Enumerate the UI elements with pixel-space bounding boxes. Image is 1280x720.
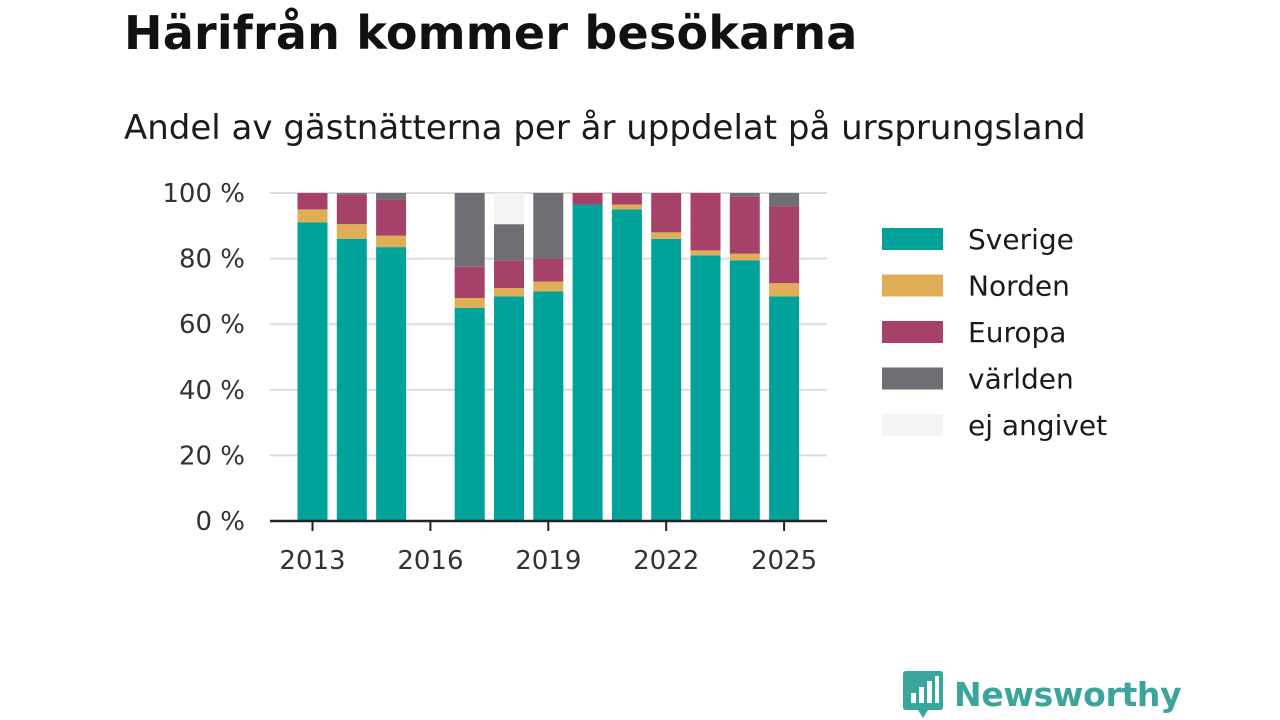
bar-segment-sverige-2024 — [729, 260, 760, 521]
bar-segment-europa-2013 — [297, 193, 328, 210]
legend-swatch — [882, 367, 943, 390]
newsworthy-logo-icon — [903, 671, 943, 718]
bar-segment-varlden-2024 — [729, 193, 760, 197]
bar-segment-norden-2015 — [376, 235, 407, 248]
bar-segment-europa-2021 — [611, 193, 642, 205]
bar-segment-norden-2013 — [297, 209, 328, 223]
y-tick-label: 60 % — [179, 310, 245, 340]
bar-segment-norden-2022 — [651, 232, 682, 239]
bar-segment-varlden-2019 — [533, 193, 564, 259]
bar-segment-norden-2025 — [769, 283, 800, 297]
legend-label: världen — [968, 363, 1074, 396]
bar-segment-varlden-2017 — [454, 193, 485, 267]
bar-segment-europa-2022 — [651, 193, 682, 233]
bar-segment-norden-2024 — [729, 253, 760, 261]
chart-subtitle: Andel av gästnätterna per år uppdelat på… — [124, 108, 1086, 148]
bar-segment-europa-2018 — [494, 260, 524, 289]
y-tick-label: 100 % — [162, 179, 245, 209]
chart-title: Härifrån kommer besökarna — [124, 6, 858, 60]
bar-segment-varlden-2014 — [336, 193, 367, 195]
bar-segment-sverige-2017 — [454, 307, 485, 521]
x-tick-label: 2019 — [515, 546, 581, 576]
legend-label: Europa — [968, 316, 1066, 349]
bar-segment-sverige-2021 — [611, 209, 642, 521]
bar-segment-sverige-2025 — [769, 296, 800, 521]
y-tick-label: 40 % — [179, 376, 245, 406]
bar-segment-europa-2020 — [572, 193, 603, 205]
x-tick-label: 2022 — [633, 546, 699, 576]
legend-label: Sverige — [968, 223, 1074, 256]
bar-segment-europa-2023 — [690, 193, 721, 251]
bar-segment-sverige-2013 — [297, 222, 328, 521]
bar-segment-norden-2017 — [454, 297, 485, 308]
brand-logo: Newsworthy — [902, 668, 1182, 720]
bar-segment-norden-2018 — [494, 288, 524, 297]
legend-swatch — [882, 228, 943, 250]
bar-segment-europa-2017 — [454, 266, 485, 298]
x-tick-label: 2025 — [751, 546, 817, 576]
bar-segment-sverige-2022 — [651, 238, 682, 522]
bar-segment-sverige-2020 — [572, 204, 603, 522]
bar-segment-norden-2021 — [611, 204, 642, 210]
bar-segment-ej-angivet-2018 — [494, 193, 524, 225]
x-tick-label: 2016 — [397, 546, 463, 576]
bar-segment-varlden-2018 — [494, 224, 524, 261]
bar-segment-norden-2014 — [336, 224, 367, 239]
legend-swatch — [882, 414, 943, 436]
y-tick-label: 0 % — [195, 507, 245, 537]
brand-name: Newsworthy — [954, 674, 1182, 714]
legend-label: ej angivet — [968, 409, 1107, 442]
legend-swatch — [882, 321, 943, 343]
x-tick-label: 2013 — [279, 546, 345, 576]
bar-segment-europa-2025 — [769, 206, 800, 284]
bar-segment-norden-2023 — [690, 250, 721, 256]
bar-segment-sverige-2018 — [494, 296, 524, 521]
bar-segment-europa-2024 — [729, 196, 760, 254]
legend-swatch — [882, 274, 943, 297]
bar-segment-europa-2019 — [533, 258, 564, 282]
bar-segment-varlden-2015 — [376, 193, 407, 200]
bar-segment-europa-2014 — [336, 194, 367, 225]
y-tick-label: 80 % — [179, 245, 245, 275]
y-tick-label: 20 % — [179, 441, 245, 471]
bar-segment-sverige-2014 — [336, 238, 367, 522]
legend-label: Norden — [968, 270, 1070, 303]
bar-segment-varlden-2025 — [769, 193, 800, 207]
bar-segment-europa-2015 — [376, 199, 407, 236]
bar-segment-sverige-2015 — [376, 247, 407, 521]
bar-segment-sverige-2019 — [533, 291, 564, 521]
bar-segment-sverige-2023 — [690, 255, 721, 521]
bar-segment-norden-2019 — [533, 281, 564, 292]
